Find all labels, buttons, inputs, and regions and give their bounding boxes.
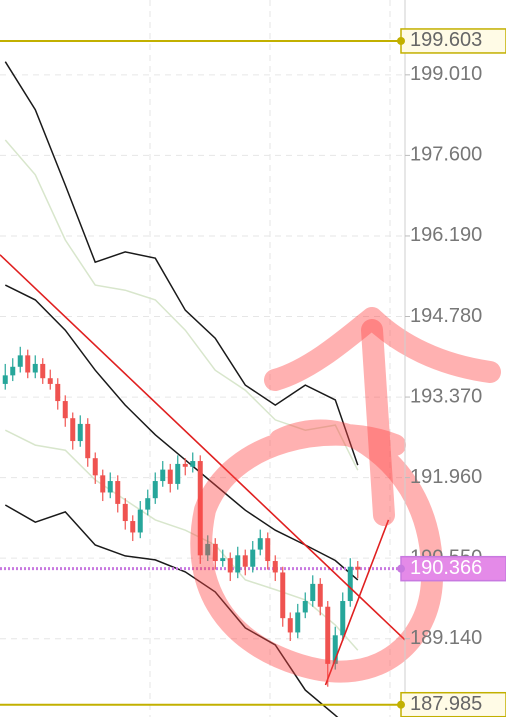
candle-body xyxy=(115,481,121,504)
candle-body xyxy=(2,375,8,384)
y-tick-label: 193.370 xyxy=(410,385,482,407)
candle-body xyxy=(175,463,181,484)
price-label: 199.603 xyxy=(410,29,482,51)
y-tick-label: 196.190 xyxy=(410,224,482,246)
candle-body xyxy=(340,601,346,636)
y-tick-label: 197.600 xyxy=(410,144,482,166)
y-tick-label: 194.780 xyxy=(410,305,482,327)
grid xyxy=(149,0,391,717)
candle-body xyxy=(257,538,263,550)
candle-body xyxy=(122,503,128,522)
candle-body xyxy=(10,366,16,376)
price-label-box xyxy=(400,691,506,717)
candle-body xyxy=(55,383,61,402)
y-tick-label: 199.010 xyxy=(410,63,482,85)
candle-body xyxy=(250,549,256,567)
candle-body xyxy=(107,481,113,493)
candle-body xyxy=(77,423,83,442)
candle-body xyxy=(272,561,278,573)
price-label-dot xyxy=(397,564,405,573)
candle-body xyxy=(47,378,53,384)
price-labels: 199.603 190.366 187.985 xyxy=(397,28,506,717)
trend-line xyxy=(324,519,390,686)
candle-body xyxy=(92,458,98,476)
candle-body xyxy=(160,469,166,482)
candle-body xyxy=(235,555,241,573)
candle-body xyxy=(40,363,46,379)
candle-body xyxy=(190,461,196,467)
candle-body xyxy=(85,423,91,459)
candle-body xyxy=(280,572,286,619)
candle-body xyxy=(167,469,173,484)
candle-body xyxy=(317,583,323,607)
hand-annotation xyxy=(190,307,501,683)
candle-body xyxy=(287,618,293,633)
candle-body xyxy=(205,543,211,556)
y-tick-label: 189.140 xyxy=(410,627,482,649)
candle-body xyxy=(332,635,338,664)
candle-body xyxy=(137,509,143,533)
candle-body xyxy=(227,558,233,573)
candle-body xyxy=(220,558,226,562)
price-label-box xyxy=(400,555,506,582)
candle-body xyxy=(325,606,331,664)
candle-body xyxy=(62,401,68,419)
price-label: 187.985 xyxy=(410,693,482,715)
candle-body xyxy=(70,418,76,442)
candle-body xyxy=(212,543,218,562)
candle-body xyxy=(197,461,203,556)
candle-body xyxy=(145,498,151,510)
candle-body xyxy=(242,555,248,567)
band-line xyxy=(4,61,359,466)
annotation-arrow-head xyxy=(264,307,501,391)
trend-line xyxy=(0,254,406,641)
price-label-dot xyxy=(397,36,405,45)
candle-body xyxy=(152,481,158,499)
candle-body xyxy=(182,463,188,467)
candle-body xyxy=(295,612,301,633)
band-line xyxy=(4,139,359,471)
candle-body xyxy=(100,475,106,493)
annotation-arrow-shaft xyxy=(361,319,395,526)
candle-body xyxy=(310,583,316,602)
candle-body xyxy=(302,601,308,613)
candle-body xyxy=(17,355,23,367)
candle-body xyxy=(32,363,38,373)
annotation-circle xyxy=(190,419,444,683)
candle-body xyxy=(25,355,31,373)
price-label: 190.366 xyxy=(410,557,482,579)
band-line xyxy=(4,504,339,717)
y-axis: 199.010 197.600 196.190 194.780 193.370 191.9… xyxy=(405,63,482,649)
price-label-dot xyxy=(397,700,405,709)
plot xyxy=(0,39,406,717)
candle-body xyxy=(130,521,136,533)
candle-body xyxy=(347,566,353,602)
y-tick-label: 191.960 xyxy=(410,466,482,488)
candle-body xyxy=(355,566,361,570)
candle-body xyxy=(265,538,271,562)
